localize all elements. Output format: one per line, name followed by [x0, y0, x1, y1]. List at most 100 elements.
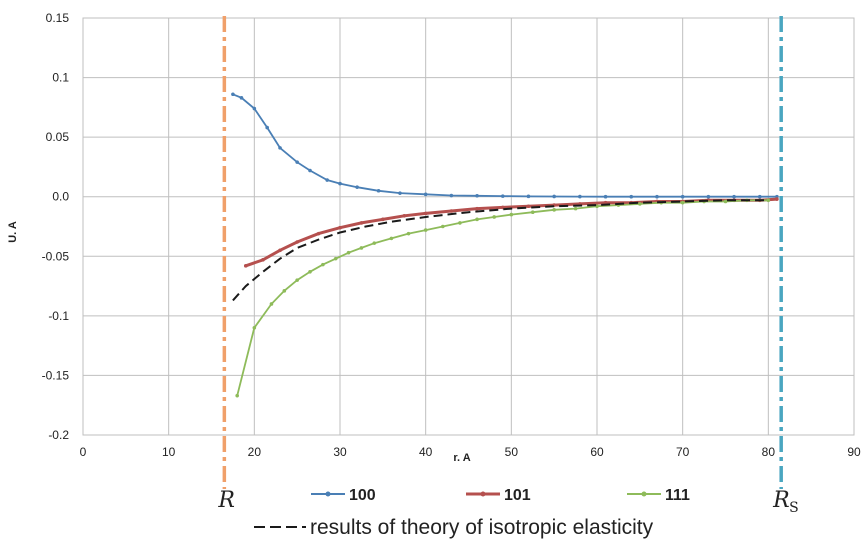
data-point: [680, 200, 685, 205]
legend-swatch-marker: [325, 491, 331, 497]
x-tick-label: 40: [419, 445, 433, 459]
y-tick-label: 0.05: [46, 130, 70, 144]
data-point: [235, 393, 239, 398]
data-point: [732, 194, 736, 199]
data-point: [530, 210, 535, 215]
data-point: [316, 231, 321, 236]
y-tick-label: -0.15: [42, 368, 70, 382]
data-point: [239, 96, 244, 100]
data-point: [449, 209, 454, 213]
data-point: [475, 193, 479, 198]
x-tick-label: 0: [80, 445, 87, 459]
data-point: [359, 221, 364, 225]
data-point: [321, 262, 325, 267]
x-tick-label: 60: [590, 445, 604, 459]
data-point: [295, 278, 299, 282]
x-tick-label: 80: [762, 445, 776, 459]
data-point: [475, 206, 479, 211]
data-point: [308, 168, 312, 173]
data-point: [282, 289, 287, 293]
data-point: [398, 191, 402, 195]
series-group: [231, 92, 779, 398]
legend-item: 100: [311, 487, 376, 504]
data-point: [629, 194, 634, 199]
y-tick-label: -0.2: [48, 428, 69, 442]
data-point: [638, 202, 642, 206]
data-point: [402, 213, 407, 218]
data-point: [278, 248, 282, 253]
data-point: [492, 215, 497, 219]
legend-label: 111: [665, 487, 690, 504]
data-point: [261, 258, 265, 262]
data-point: [355, 185, 359, 189]
y-tick-label: -0.1: [48, 309, 69, 323]
data-point: [278, 146, 282, 150]
data-point: [475, 217, 479, 222]
plot-area: [82, 17, 855, 436]
data-point: [252, 106, 257, 111]
y-tick-label: 0.15: [46, 11, 70, 25]
x-tick-label: 30: [333, 445, 347, 459]
legend-label: results of theory of isotropic elasticit…: [310, 516, 654, 539]
data-point: [372, 241, 377, 245]
data-point: [338, 225, 342, 230]
data-point: [389, 236, 394, 241]
data-point: [509, 212, 514, 217]
data-point: [500, 194, 505, 198]
data-point: [458, 221, 462, 225]
data-point: [269, 302, 274, 306]
y-tick-label: -0.05: [42, 249, 70, 263]
data-point: [706, 194, 711, 199]
data-point: [526, 204, 531, 209]
data-point: [252, 325, 257, 330]
data-point: [423, 228, 428, 232]
data-point: [603, 194, 608, 199]
x-tick-label: 50: [505, 445, 519, 459]
data-point: [680, 194, 685, 199]
x-tick-label: 90: [847, 445, 861, 459]
data-point: [406, 231, 411, 236]
data-point: [346, 250, 351, 255]
x-axis-label: r. A: [453, 452, 470, 464]
data-point: [655, 194, 659, 199]
data-point: [265, 125, 269, 130]
data-point: [552, 208, 556, 212]
boundary-label: R: [772, 488, 790, 513]
data-point: [295, 160, 299, 164]
y-tick-label: 0.1: [52, 71, 69, 85]
series-line: [232, 199, 769, 302]
legend-item-isotropic: results of theory of isotropic elasticit…: [254, 516, 654, 539]
data-point: [381, 217, 385, 222]
data-point: [449, 193, 454, 198]
data-point: [441, 224, 445, 229]
data-point: [775, 197, 779, 201]
legend-item: 101: [466, 487, 531, 504]
legend-swatch-marker: [641, 491, 647, 497]
boundary-label: R: [217, 488, 235, 513]
data-point: [723, 199, 728, 204]
x-tick-label: 20: [248, 445, 262, 459]
y-axis-label: U. A: [7, 221, 19, 243]
legend: 100 101 111 results of theory of isotropic …: [254, 487, 690, 539]
x-tick-label: 10: [162, 445, 176, 459]
series-4: [232, 199, 769, 302]
x-tick-label: 70: [676, 445, 690, 459]
data-point: [308, 269, 312, 274]
data-point: [766, 198, 771, 203]
legend-item: 111: [627, 487, 690, 504]
data-point: [359, 246, 364, 250]
data-point: [376, 188, 381, 193]
data-point: [423, 211, 428, 216]
legend-label: 101: [504, 487, 531, 504]
data-point: [295, 240, 299, 244]
y-tick-label: 0.0: [52, 190, 69, 204]
data-point: [325, 178, 329, 182]
data-point: [526, 194, 531, 199]
data-point: [757, 194, 762, 199]
data-point: [573, 206, 578, 211]
data-point: [231, 92, 235, 97]
data-point: [578, 194, 582, 199]
tick-labels: 0 10 20 30 40 50 60 70 80 90 0.15 0.1 0.05 0.0 -0.05 -0…: [42, 11, 861, 459]
boundary-label-subscript: S: [789, 500, 799, 516]
